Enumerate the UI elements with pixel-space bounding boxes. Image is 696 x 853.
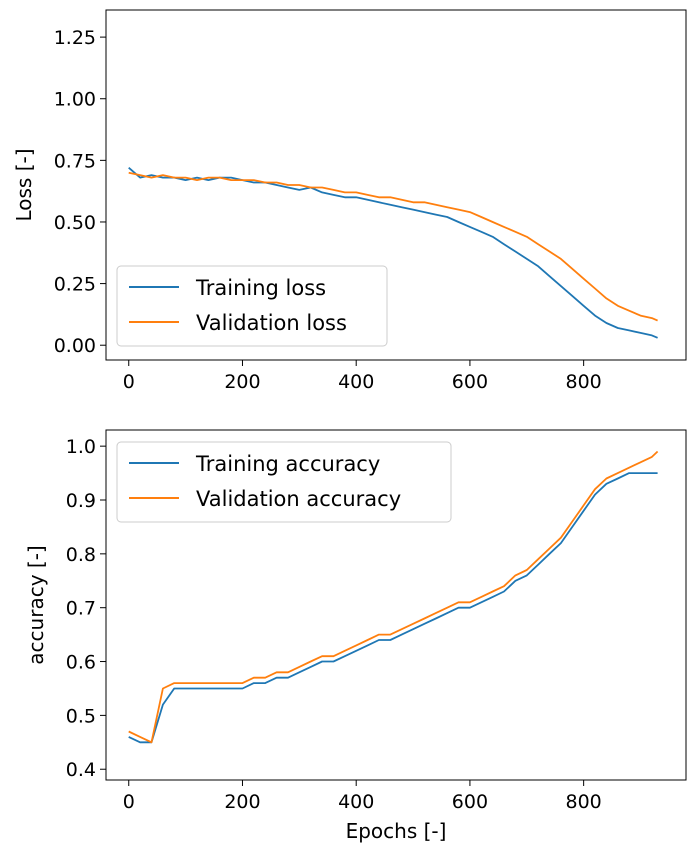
loss-legend-box	[116, 265, 388, 347]
accuracy-legend: Training accuracy Validation accuracy	[116, 441, 452, 523]
x-tick-label: 200	[224, 791, 260, 813]
y-tick-label: 0.50	[54, 212, 96, 234]
y-tick-label: 1.00	[54, 89, 96, 111]
y-tick-label: 0.75	[54, 150, 96, 172]
x-tick-label: 400	[338, 791, 374, 813]
x-tick-label: 200	[224, 371, 260, 393]
y-tick-label: 1.0	[66, 436, 96, 458]
series-line-validation-loss	[128, 171, 658, 322]
x-tick-label: 600	[452, 371, 488, 393]
y-tick-label: 0.5	[66, 705, 96, 727]
accuracy-panel: 0 200 400 600 800 0.4 0.5 0.6 0.7 0.8 0.9 1.0 accur…	[24, 429, 687, 843]
legend-label-training-loss: Training loss	[195, 276, 326, 300]
x-tick-label: 800	[566, 371, 602, 393]
x-tick-label: 0	[123, 791, 135, 813]
accuracy-axes-frame	[105, 429, 687, 781]
loss-legend: Training loss Validation loss	[116, 265, 388, 347]
y-tick-label: 0.7	[66, 598, 96, 620]
y-tick-label: 0.4	[66, 759, 96, 781]
y-tick-label: 0.25	[54, 274, 96, 296]
loss-ticks: 0 200 400 600 800 0.00 0.25 0.50 0.75 1.00 1.25	[54, 27, 602, 393]
x-tick-label: 800	[566, 791, 602, 813]
x-tick-label: 0	[123, 371, 135, 393]
y-tick-label: 1.25	[54, 27, 96, 49]
accuracy-y-axis-label: accuracy [-]	[24, 545, 48, 664]
y-tick-label: 0.8	[66, 544, 96, 566]
accuracy-x-axis-label: Epochs [-]	[346, 819, 447, 843]
loss-y-axis-label: Loss [-]	[12, 148, 36, 221]
y-tick-label: 0.6	[66, 652, 96, 674]
series-line-validation-accuracy	[128, 450, 659, 744]
x-tick-label: 600	[452, 791, 488, 813]
y-tick-label: 0.9	[66, 490, 96, 512]
legend-label-validation-loss: Validation loss	[196, 311, 347, 335]
x-tick-label: 400	[338, 371, 374, 393]
y-tick-label: 0.00	[54, 335, 96, 357]
legend-label-validation-accuracy: Validation accuracy	[196, 487, 401, 511]
loss-panel: 0 200 400 600 800 0.00 0.25 0.50 0.75 1.00 1.25 Lo…	[12, 9, 687, 393]
loss-series-group	[128, 167, 658, 339]
series-line-training-accuracy	[128, 472, 658, 744]
accuracy-legend-box	[116, 441, 452, 523]
loss-axes-frame	[105, 9, 687, 361]
legend-label-training-accuracy: Training accuracy	[195, 452, 380, 476]
accuracy-series-group	[128, 450, 659, 744]
accuracy-ticks: 0 200 400 600 800 0.4 0.5 0.6 0.7 0.8 0.9 1.0	[66, 436, 602, 813]
